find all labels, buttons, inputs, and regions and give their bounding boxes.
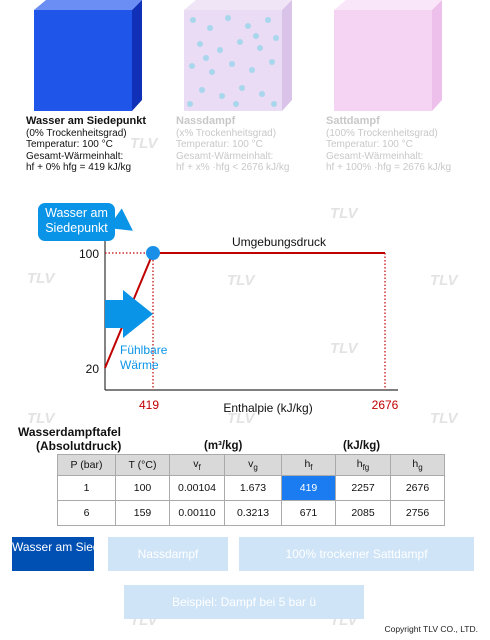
y-tick-label: 20 — [86, 362, 100, 376]
enthalpy-chart: 100 20 419 2676 Enthalpie (kJ/kg) Umgebu… — [79, 205, 399, 415]
example-5bar-button[interactable]: Beispiel: Dampf bei 5 bar ü — [124, 585, 364, 619]
saturated-steam-cube-icon — [334, 0, 442, 111]
boiling-point-marker — [146, 246, 160, 260]
table-cell: 2257 — [335, 475, 391, 501]
x-tick-label: 419 — [139, 398, 159, 412]
table-cell: 0.3213 — [224, 500, 282, 526]
x-tick-label: 2676 — [372, 398, 399, 412]
state-line: Temperatur: 100 °C — [26, 139, 113, 150]
state-line: Gesamt-Wärmeinhalt: — [176, 150, 274, 162]
water-cube-icon — [34, 0, 142, 111]
col-header: vg — [224, 454, 282, 476]
saturated-steam-button[interactable]: 100% trockener Sattdampf — [239, 537, 474, 571]
table-row: 6 159 0.00110 0.3213 671 2085 2756 — [57, 500, 445, 526]
wet-steam-button[interactable]: Nassdampf — [108, 537, 228, 571]
table-cell: 0.00110 — [169, 500, 225, 526]
y-tick-label: 100 — [79, 247, 99, 261]
pressure-label: Umgebungsdruck — [232, 235, 327, 249]
table-cell: 671 — [281, 500, 336, 526]
state-line: Temperatur: 100 °C — [176, 139, 263, 150]
table-cell: 0.00104 — [169, 475, 225, 501]
table-cell: 6 — [57, 500, 116, 526]
heat-arrow-icon — [105, 290, 153, 338]
unit-volume: (m³/kg) — [204, 440, 243, 452]
state-title: Sattdampf — [326, 115, 380, 127]
boiling-water-button[interactable]: Wasser am Siedepunkt — [12, 537, 136, 571]
col-header: P (bar) — [57, 454, 116, 476]
state-title: Nassdampf — [176, 115, 236, 127]
table-row: 1 100 0.00104 1.673 419 2257 2676 — [57, 475, 445, 501]
table-cell-highlighted: 419 — [281, 475, 336, 501]
state-line: (x% Trockenheitsgrad) — [176, 127, 277, 139]
table-cell: 2676 — [390, 475, 445, 501]
col-header: hfg — [335, 454, 391, 476]
table-cell: 159 — [115, 500, 170, 526]
copyright: Copyright TLV CO., LTD. — [384, 624, 478, 634]
state-line: Gesamt-Wärmeinhalt: — [26, 150, 124, 162]
col-header: T (°C) — [115, 454, 170, 476]
state-line: Temperatur: 100 °C — [326, 139, 413, 150]
state-title: Wasser am Siedepunkt — [26, 115, 147, 127]
state-line: Gesamt-Wärmeinhalt: — [326, 150, 424, 162]
table-cell: 1.673 — [224, 475, 282, 501]
steam-table-title: Wasserdampftafel (Absolutdruck) — [18, 425, 121, 453]
state-line: hf + 0% hfg = 419 kJ/kg — [26, 162, 132, 173]
table-cell: 2085 — [335, 500, 391, 526]
table-cell: 1 — [57, 475, 116, 501]
boiling-point-callout: Wasser am Siedepunkt — [38, 203, 115, 241]
state-line: hf + 100% ·hfg = 2676 kJ/kg — [326, 162, 452, 173]
steam-table-subtitle: (Absolutdruck) — [36, 439, 122, 453]
col-header: hg — [390, 454, 445, 476]
table-header-row: P (bar) T (°C) vf vg hf hfg hg — [57, 454, 445, 476]
state-line: hf + x% ·hfg < 2676 kJ/kg — [176, 162, 290, 173]
x-axis-label: Enthalpie (kJ/kg) — [223, 401, 312, 415]
wet-steam-cube-icon — [184, 0, 292, 111]
state-line: (0% Trockenheitsgrad) — [26, 127, 127, 139]
steam-table-heading: Wasserdampftafel — [18, 425, 121, 439]
steam-table: P (bar) T (°C) vf vg hf hfg hg 1 100 0.0… — [57, 454, 445, 526]
unit-enthalpy: (kJ/kg) — [343, 440, 381, 452]
state-line: (100% Trockenheitsgrad) — [326, 127, 438, 139]
table-cell: 2756 — [390, 500, 445, 526]
sensible-heat-label: Fühlbare Wärme — [120, 343, 168, 372]
col-header: vf — [169, 454, 225, 476]
table-cell: 100 — [115, 475, 170, 501]
col-header: hf — [281, 454, 336, 476]
